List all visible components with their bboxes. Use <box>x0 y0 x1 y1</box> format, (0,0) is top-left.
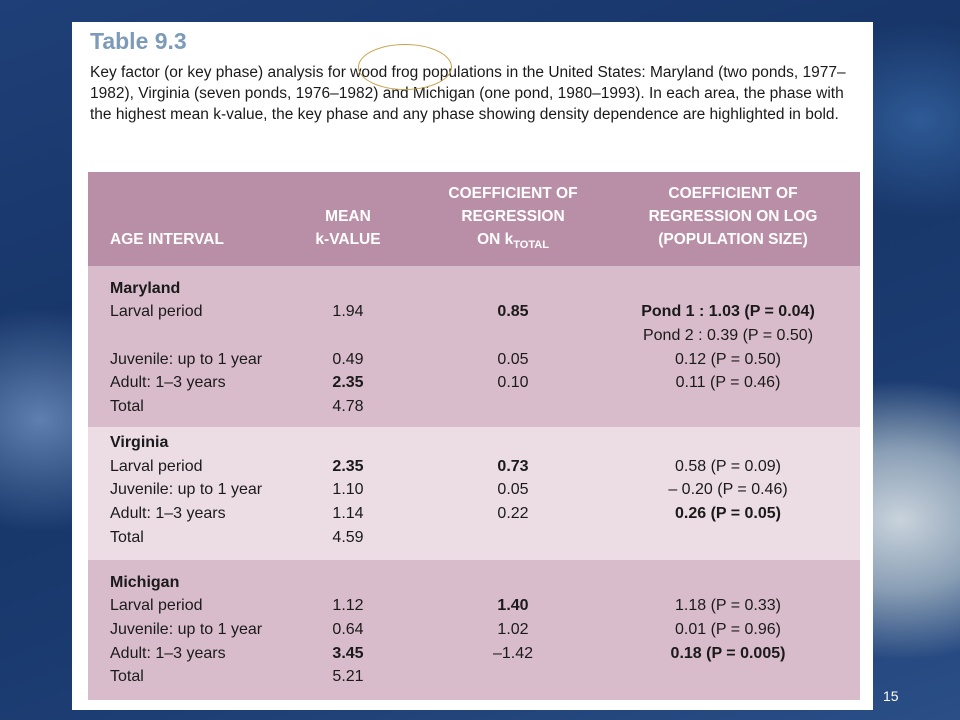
section-virginia: Virginia Larval period 2.35 0.73 0.58 (P… <box>88 427 860 560</box>
table-row: Juvenile: up to 1 year 0.49 0.05 0.12 (P… <box>110 351 781 368</box>
table-title: Table 9.3 <box>90 28 187 54</box>
table-row: Total 5.21 <box>110 668 364 685</box>
data-table: AGE INTERVAL MEAN k-VALUE COEFFICIENT OF… <box>88 172 860 700</box>
table-row: Adult: 1–3 years 1.14 0.22 0.26 (P = 0.0… <box>110 505 781 522</box>
header-coef-total: COEFFICIENT OF REGRESSION ON kTOTAL <box>448 185 578 252</box>
table-row: Larval period 1.12 1.40 1.18 (P = 0.33) <box>110 597 781 614</box>
table-row: Juvenile: up to 1 year 0.64 1.02 0.01 (P… <box>110 621 781 638</box>
table-row: Larval period 1.94 0.85 Pond 1 : 1.03 (P… <box>110 303 815 320</box>
table-row: Pond 2 : 0.39 (P = 0.50) <box>642 327 814 344</box>
header-age-interval: AGE INTERVAL <box>110 231 224 248</box>
section-heading: Michigan <box>110 574 180 591</box>
header-mean-k: MEAN k-VALUE <box>315 208 381 248</box>
header-coef-log: COEFFICIENT OF REGRESSION ON LOG (POPULA… <box>648 185 818 248</box>
section-maryland: Maryland Larval period 1.94 0.85 Pond 1 … <box>88 266 860 427</box>
table-row: Adult: 1–3 years 3.45 –1.42 0.18 (P = 0.… <box>110 645 786 662</box>
table-row: Total 4.78 <box>110 398 364 415</box>
table-row: Total 4.59 <box>110 529 364 546</box>
table-header: AGE INTERVAL MEAN k-VALUE COEFFICIENT OF… <box>88 172 860 266</box>
table-row: Adult: 1–3 years 2.35 0.10 0.11 (P = 0.4… <box>110 374 781 391</box>
table-caption: Key factor (or key phase) analysis for w… <box>90 64 846 123</box>
annotation-oval <box>358 44 452 90</box>
section-heading: Virginia <box>110 434 169 451</box>
slide-card: Table 9.3 Key factor (or key phase) anal… <box>72 22 873 710</box>
section-michigan: Michigan Larval period 1.12 1.40 1.18 (P… <box>88 560 860 700</box>
slide-number: 15 <box>883 688 899 704</box>
table-row: Juvenile: up to 1 year 1.10 0.05 – 0.20 … <box>110 481 788 498</box>
table-row: Larval period 2.35 0.73 0.58 (P = 0.09) <box>110 458 781 475</box>
section-heading: Maryland <box>110 280 181 297</box>
